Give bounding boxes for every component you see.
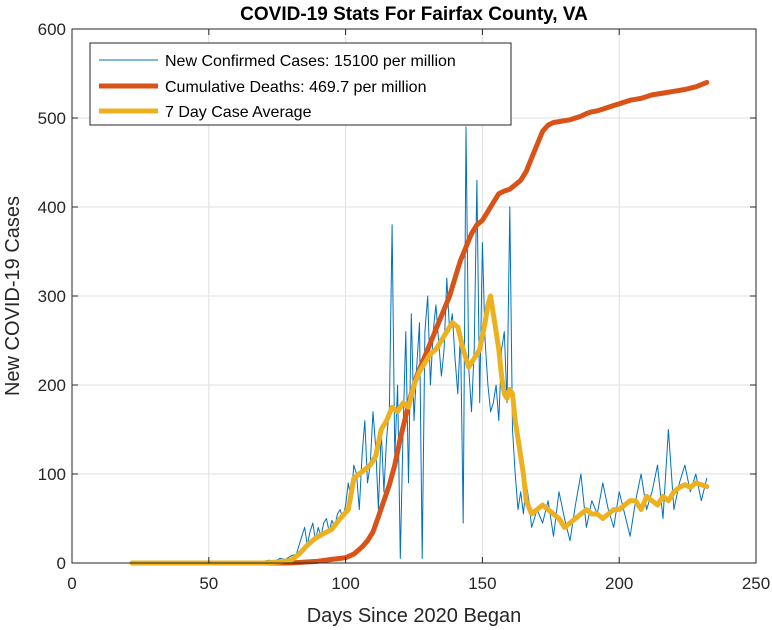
y-tick-label: 300: [38, 287, 66, 306]
legend-box: [89, 42, 512, 126]
x-tick-label: 150: [468, 574, 496, 593]
y-tick-label: 600: [38, 20, 66, 39]
y-tick-label: 0: [57, 554, 66, 573]
legend-label-7-day-average: 7 Day Case Average: [165, 104, 312, 121]
y-axis-label: New COVID-19 Cases: [2, 196, 24, 396]
series-new-confirmed-cases: [131, 126, 708, 564]
grid: [72, 29, 756, 563]
y-axis: 0 100 200 300 400 500 600: [38, 20, 756, 573]
chart-title: COVID-19 Stats For Fairfax County, VA: [240, 4, 588, 25]
y-tick-label: 400: [38, 198, 66, 217]
y-tick-label: 100: [38, 465, 66, 484]
x-tick-label: 250: [742, 574, 770, 593]
y-tick-label: 500: [38, 109, 66, 128]
x-tick-label: 50: [199, 574, 218, 593]
series-7-day-case-average: [129, 293, 710, 566]
x-tick-label: 200: [605, 574, 633, 593]
x-axis: 0 50 100 150 200 250: [67, 29, 770, 593]
series-layer: [129, 79, 710, 566]
legend-label-cumulative-deaths: Cumulative Deaths: 469.7 per million: [165, 79, 426, 96]
x-tick-label: 100: [331, 574, 359, 593]
y-tick-label: 200: [38, 376, 66, 395]
legend-label-new-cases: New Confirmed Cases: 15100 per million: [165, 53, 456, 70]
x-axis-label: Days Since 2020 Began: [307, 605, 522, 627]
legend: New Confirmed Cases: 15100 per million C…: [89, 42, 512, 126]
x-tick-label: 0: [67, 574, 76, 593]
series-cumulative-deaths: [129, 79, 710, 566]
